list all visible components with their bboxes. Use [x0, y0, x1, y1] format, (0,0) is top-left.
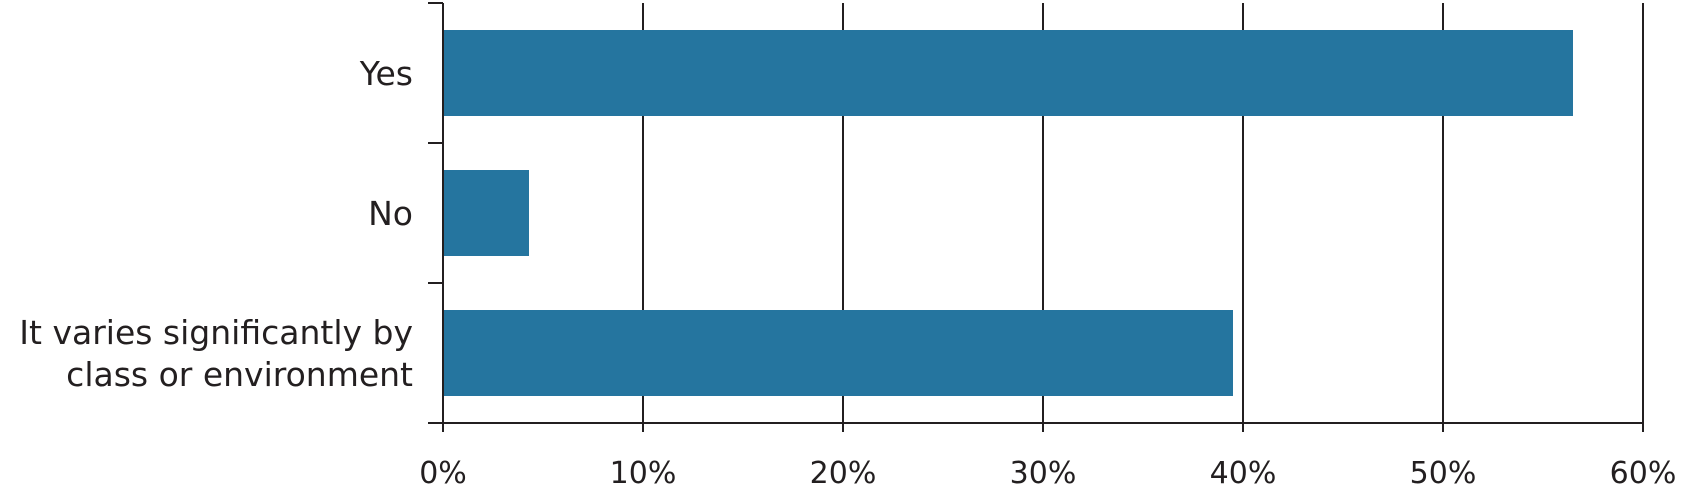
bar-0 [443, 30, 1573, 116]
x-tick-label: 20% [810, 456, 877, 491]
x-tick-label: 50% [1410, 456, 1477, 491]
category-label: Yes [359, 54, 413, 93]
bar-1 [443, 170, 529, 256]
category-label-line: No [368, 194, 413, 233]
x-tick-label: 40% [1210, 456, 1277, 491]
x-tick-label: 60% [1610, 456, 1677, 491]
x-tick-label: 10% [610, 456, 677, 491]
category-label-line: Yes [359, 54, 413, 93]
bars [443, 30, 1573, 396]
x-tick-label: 0% [419, 456, 467, 491]
labels: 0% 10% 20% 30% 40% 50% 60% Yes No It varies signi… [19, 54, 1676, 491]
axes [428, 2, 1643, 432]
bar-2 [443, 310, 1233, 396]
category-label-line: class or environment [66, 355, 413, 394]
category-label-line: It varies significantly by [19, 313, 413, 352]
x-tick-label: 30% [1010, 456, 1077, 491]
category-label: It varies significantly by class or envir… [19, 313, 413, 394]
category-label: No [368, 194, 413, 233]
